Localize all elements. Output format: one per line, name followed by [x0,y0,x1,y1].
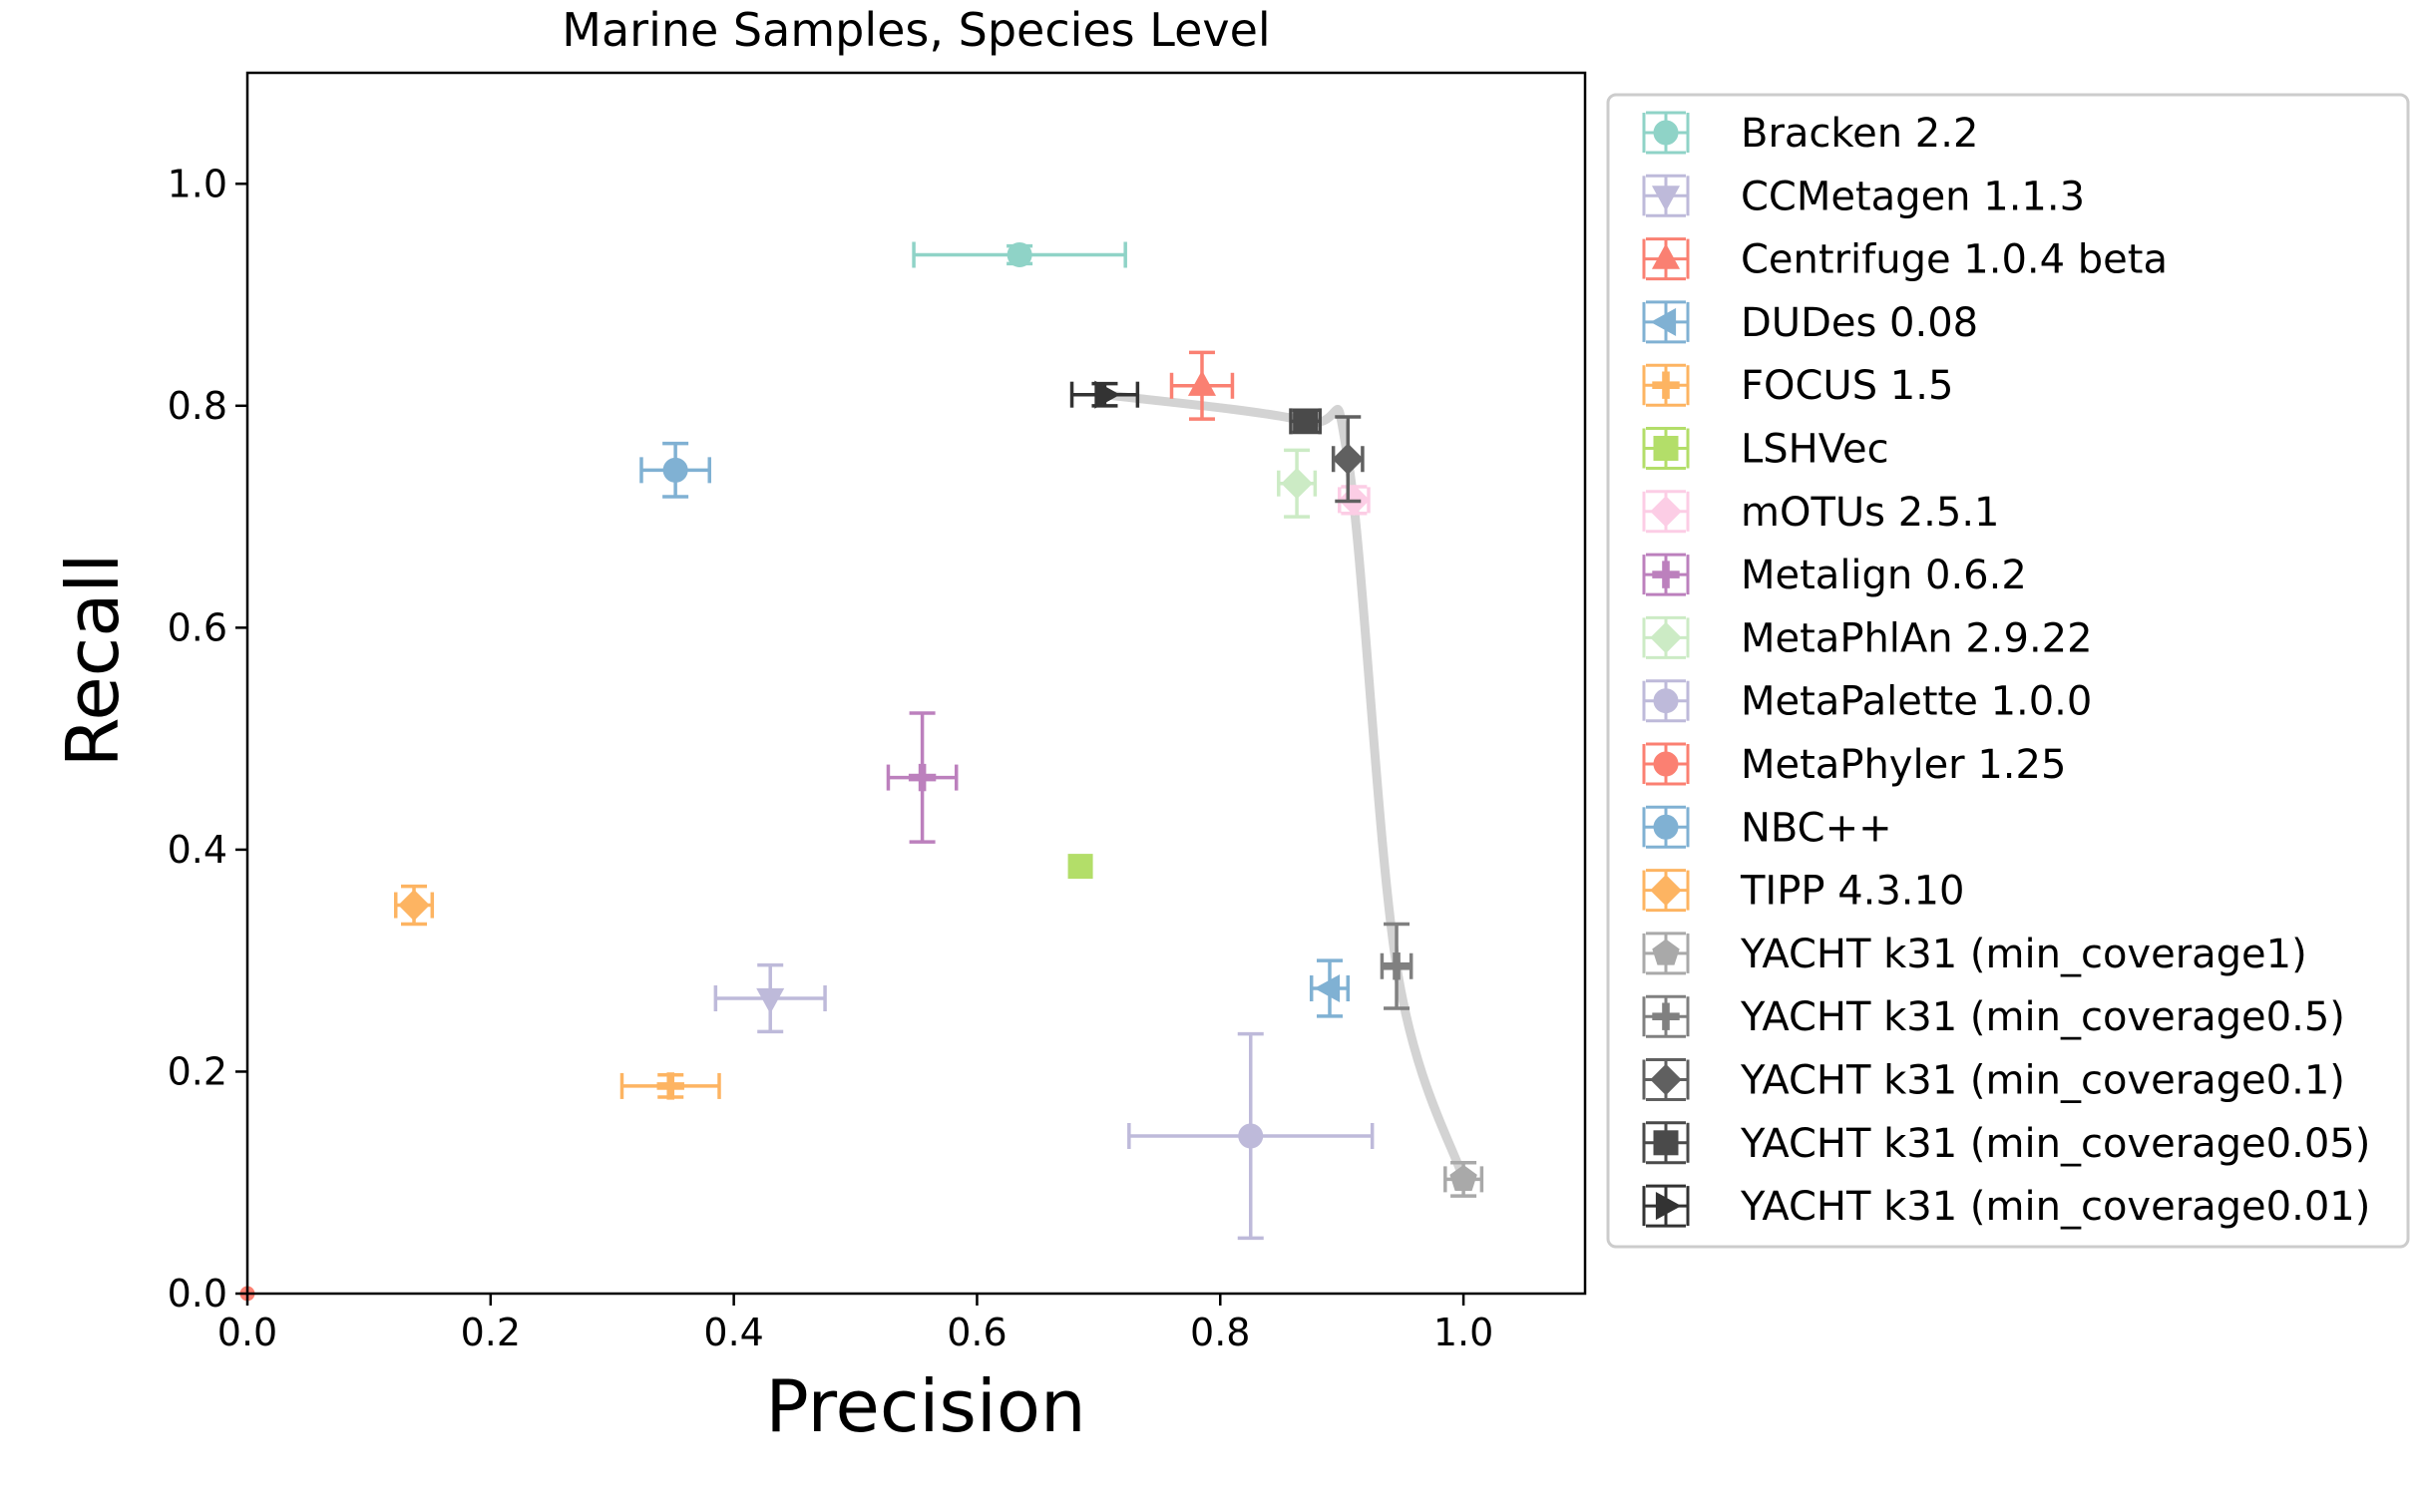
legend-label: Bracken 2.2 [1741,111,1978,157]
x-tick-label: 0.4 [703,1311,763,1354]
legend-item-centrifuge-1-0-4-beta: Centrifuge 1.0.4 beta [1642,237,2168,283]
point-dudes-0-08 [1309,958,1351,1018]
point-tipp-4-3-10 [393,884,435,927]
legend-item-bracken-2-2: Bracken 2.2 [1642,111,1978,157]
legend-item-yacht-k31-min-coverage0-5: YACHT k31 (min_coverage0.5) [1642,994,2345,1040]
legend-item-yacht-k31-min-coverage1: YACHT k31 (min_coverage1) [1642,932,2307,977]
x-tick-label: 1.0 [1433,1311,1493,1354]
legend-label: Metalign 0.6.2 [1741,553,2027,598]
x-axis-label: Precision [765,1364,1085,1448]
point-yacht-k31-min-coverage1 [1443,1160,1484,1198]
y-tick-label: 0.8 [168,384,227,428]
legend-label: LSHVec [1741,427,1889,473]
legend-item-focus-1-5: FOCUS 1.5 [1642,363,1953,409]
legend-label: MetaPhyler 1.25 [1741,742,2066,788]
x-tick-label: 0.2 [461,1311,521,1354]
y-tick-label: 1.0 [168,162,227,205]
point-metaphlan-2-9-22 [1277,448,1318,519]
legend-frame [1606,93,2410,1249]
pareto-curve [1099,390,1468,1184]
legend-item-tipp-4-3-10: TIPP 4.3.10 [1642,869,1964,915]
legend-item-lshvec: LSHVec [1642,427,1889,473]
point-yacht-k31-min-coverage0-05 [1289,408,1322,435]
x-tick-label: 0.0 [217,1311,277,1354]
legend-label: YACHT k31 (min_coverage0.1) [1740,1058,2345,1104]
legend-item-metalign-0-6-2: Metalign 0.6.2 [1642,553,2027,598]
legend-item-metaphyler-1-25: MetaPhyler 1.25 [1642,742,2066,788]
legend-item-yacht-k31-min-coverage0-05: YACHT k31 (min_coverage0.05) [1642,1121,2370,1167]
point-ccmetagen-1-1-3 [713,962,827,1034]
point-yacht-k31-min-coverage0-5 [1380,922,1413,1010]
point-metapalette-1-0-0 [1127,1031,1375,1241]
point-yacht-k31-min-coverage0-1 [1331,415,1365,504]
legend-label: MetaPhlAn 2.9.22 [1741,615,2093,661]
legend: Bracken 2.2 CCMetagen 1.1.3 Centrifuge 1.0… [1642,111,2370,1230]
legend-item-ccmetagen-1-1-3: CCMetagen 1.1.3 [1642,174,2085,219]
point-yacht-k31-min-coverage0-01 [1069,380,1140,409]
y-tick-label: 0.6 [168,605,227,649]
y-axis-label: Recall [51,554,135,768]
point-focus-1-5 [619,1072,721,1100]
y-tick-label: 0.2 [168,1049,227,1093]
point-centrifuge-1-0-4-beta [1169,350,1235,421]
legend-item-yacht-k31-min-coverage0-01: YACHT k31 (min_coverage0.01) [1642,1184,2370,1230]
legend-item-yacht-k31-min-coverage0-1: YACHT k31 (min_coverage0.1) [1642,1058,2345,1104]
legend-item-motus-2-5-1: mOTUs 2.5.1 [1642,490,2000,536]
legend-label: Centrifuge 1.0.4 beta [1741,237,2168,283]
y-tick-label: 0.0 [168,1272,227,1316]
legend-label: CCMetagen 1.1.3 [1741,174,2085,219]
plot-frame [245,71,1587,1296]
legend-label: DUDes 0.08 [1741,300,1978,346]
legend-label: FOCUS 1.5 [1741,363,1953,409]
legend-item-metaphlan-2-9-22: MetaPhlAn 2.9.22 [1642,615,2093,661]
x-tick-label: 0.8 [1190,1311,1250,1354]
legend-item-dudes-0-08: DUDes 0.08 [1642,300,1978,346]
legend-label: YACHT k31 (min_coverage0.5) [1740,994,2345,1040]
legend-label: MetaPalette 1.0.0 [1741,679,2092,725]
x-tick-label: 0.6 [947,1311,1007,1354]
y-tick-label: 0.4 [168,828,227,872]
point-nbc [639,441,712,499]
legend-item-metapalette-1-0-0: MetaPalette 1.0.0 [1642,679,2092,725]
legend-item-nbc: NBC++ [1642,805,1892,851]
point-bracken-2-2 [912,241,1127,268]
legend-label: YACHT k31 (min_coverage0.05) [1740,1121,2370,1167]
chart-title: Marine Samples, Species Level [562,3,1270,57]
legend-label: NBC++ [1741,805,1892,851]
data-marks-layer [239,241,1484,1302]
axis-ticks: 0.0 0.2 0.4 0.6 0.8 1.0 0.0 0.2 0.4 0.6 0.8 1.0 [168,162,1494,1354]
legend-label: TIPP 4.3.10 [1740,869,1964,915]
legend-label: mOTUs 2.5.1 [1741,490,2000,536]
point-metalign-0-6-2 [886,711,959,844]
legend-label: YACHT k31 (min_coverage0.01) [1740,1184,2370,1230]
legend-label: YACHT k31 (min_coverage1) [1740,932,2307,977]
point-lshvec [1067,854,1093,880]
pareto-curve-layer [1099,390,1468,1184]
